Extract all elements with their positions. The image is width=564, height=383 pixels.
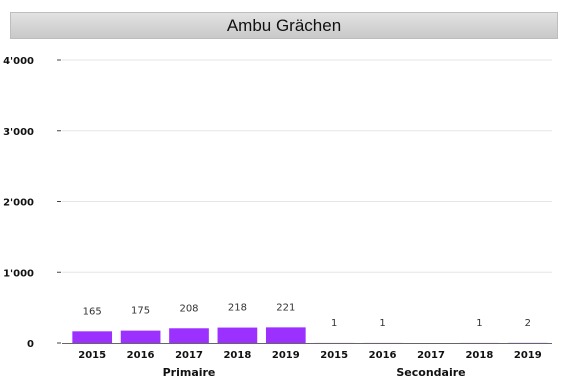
x-tick-label: 2016 <box>127 350 155 361</box>
x-tick-label: 2015 <box>78 350 106 361</box>
data-label: 165 <box>83 306 102 317</box>
y-tick-label: 4'000 <box>3 56 34 67</box>
label-layer: 165 2015 175 2016 208 2017 218 2018 221 2019 Prima… <box>78 302 541 379</box>
bar <box>217 327 258 343</box>
x-tick-label: 2018 <box>223 350 251 361</box>
y-tick-label: 0 <box>27 339 34 350</box>
x-tick-label: 2017 <box>175 350 203 361</box>
bar <box>120 330 161 343</box>
x-tick-label: 2017 <box>417 350 445 361</box>
y-tick-label: 1'000 <box>3 268 34 279</box>
x-tick-label: 2018 <box>465 350 493 361</box>
chart-title-bar: Ambu Grächen <box>10 12 558 39</box>
data-label: 1 <box>331 318 337 329</box>
x-tick-label: 2016 <box>369 350 397 361</box>
group-label: Secondaire <box>396 366 465 379</box>
axis-layer: 0 1'000 2'000 3'000 4'000 <box>3 56 552 350</box>
bar-layer <box>72 327 548 343</box>
data-label: 175 <box>131 306 150 317</box>
grid-layer <box>62 59 552 273</box>
data-label: 2 <box>525 318 531 329</box>
data-label: 1 <box>379 318 385 329</box>
bar <box>169 328 209 343</box>
bar <box>265 327 306 343</box>
chart-title: Ambu Grächen <box>226 15 342 35</box>
x-tick-label: 2019 <box>514 350 542 361</box>
x-tick-label: 2015 <box>320 350 348 361</box>
y-tick-label: 2'000 <box>3 198 34 209</box>
data-label: 208 <box>179 303 198 314</box>
data-label: 1 <box>476 318 482 329</box>
bar <box>72 331 113 343</box>
x-tick-label: 2019 <box>272 350 300 361</box>
data-label: 218 <box>228 303 247 314</box>
group-label: Primaire <box>163 366 216 379</box>
data-label: 221 <box>276 302 295 313</box>
y-tick-label: 3'000 <box>3 127 34 138</box>
